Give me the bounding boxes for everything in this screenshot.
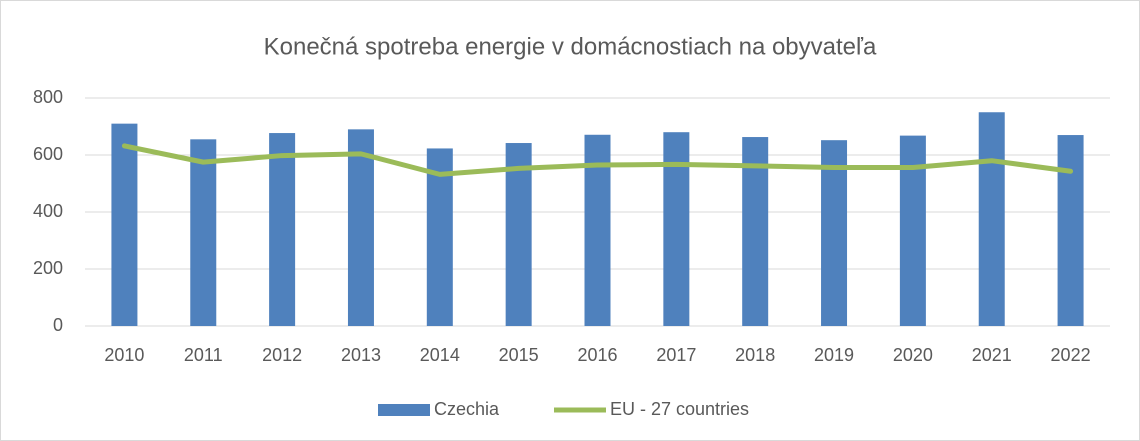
bar (505, 143, 532, 326)
x-tick-label: 2020 (893, 345, 933, 365)
legend-label: EU - 27 countries (610, 399, 749, 419)
bar (1057, 135, 1084, 326)
bar (347, 129, 374, 326)
y-tick-label: 800 (33, 87, 63, 107)
bar (821, 140, 848, 326)
y-tick-label: 600 (33, 144, 63, 164)
y-tick-label: 0 (53, 315, 63, 335)
bar (978, 112, 1005, 326)
x-tick-label: 2021 (972, 345, 1012, 365)
x-tick-label: 2016 (577, 345, 617, 365)
bar (269, 133, 296, 326)
x-tick-label: 2017 (656, 345, 696, 365)
x-tick-label: 2015 (499, 345, 539, 365)
line (121, 143, 1074, 177)
legend-swatch (378, 404, 430, 416)
x-tick-label: 2022 (1051, 345, 1091, 365)
bar (190, 139, 217, 326)
x-tick-label: 2014 (420, 345, 460, 365)
legend-label: Czechia (434, 399, 500, 419)
bar (426, 148, 453, 326)
x-tick-label: 2013 (341, 345, 381, 365)
x-tick-label: 2011 (184, 345, 223, 365)
x-tick-label: 2012 (262, 345, 302, 365)
bar (742, 137, 769, 326)
x-tick-label: 2019 (814, 345, 854, 365)
x-tick-label: 2018 (735, 345, 775, 365)
bar (111, 123, 138, 327)
x-tick-label: 2010 (104, 345, 144, 365)
bar (663, 132, 690, 326)
bar (899, 135, 926, 326)
y-tick-label: 200 (33, 258, 63, 278)
y-tick-label: 400 (33, 201, 63, 221)
chart-title: Konečná spotreba energie v domácnostiach… (264, 33, 877, 60)
